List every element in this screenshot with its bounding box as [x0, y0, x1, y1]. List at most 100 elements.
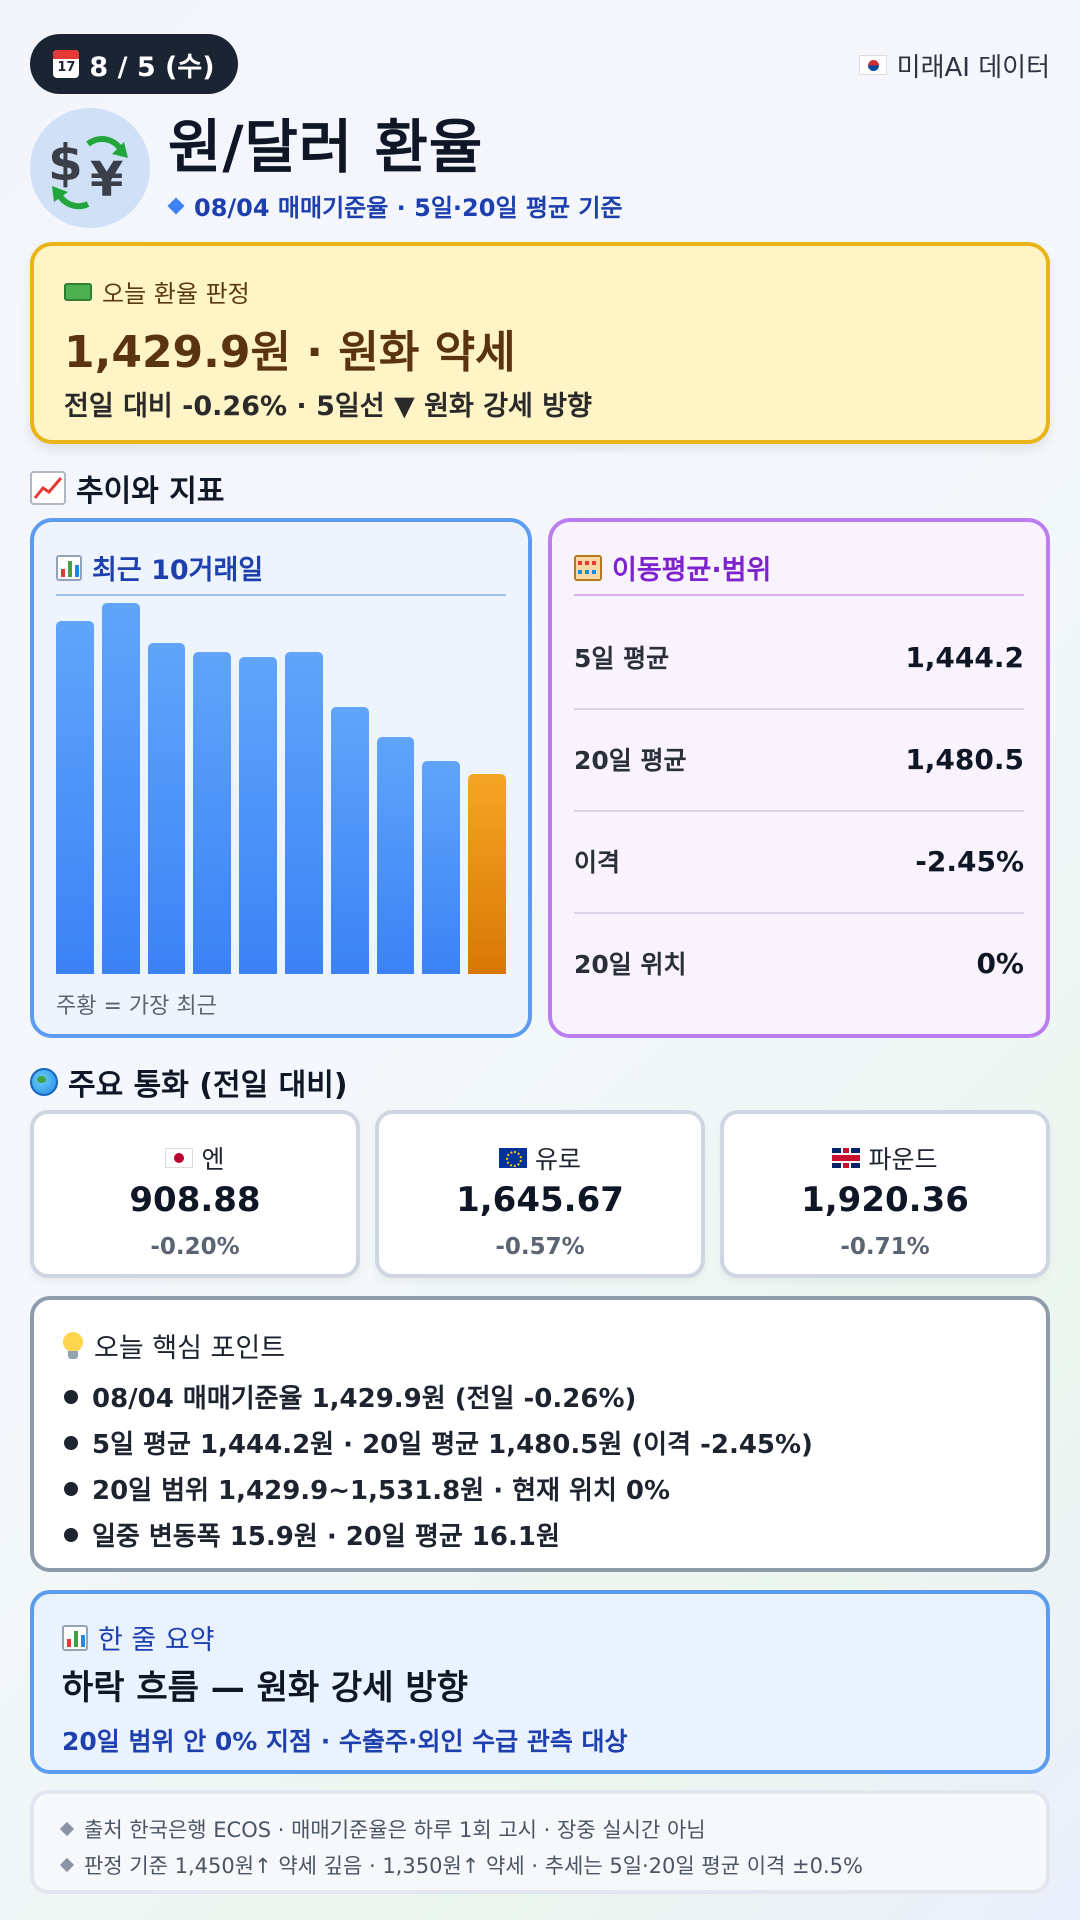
chart-card-divider	[56, 594, 506, 596]
footer-note: 출처 한국은행 ECOS · 매매기준율은 하루 1회 고시 · 장중 실시간 …	[30, 1790, 1050, 1894]
currency-change: -0.20%	[150, 1234, 240, 1260]
trend-section-title: 추이와 지표	[30, 466, 224, 510]
footer-line: 출처 한국은행 ECOS · 매매기준율은 하루 1회 고시 · 장중 실시간 …	[59, 1814, 706, 1844]
date-text: 8 / 5 (수)	[89, 51, 215, 83]
lightbulb-icon	[62, 1331, 84, 1360]
currency-value: 908.88	[129, 1180, 261, 1220]
key-point-text: 5일 평균 1,444.2원 · 20일 평균 1,480.5원 (이격 -2.…	[92, 1430, 813, 1460]
verdict-main: 1,429.9원 · 원화 약세	[64, 327, 516, 378]
moving-average-card: 이동평균·범위 5일 평균 1,444.2 20일 평균 1,480.5 이격 …	[548, 518, 1050, 1038]
currency-card-gbp: 파운드 1,920.36 -0.71%	[720, 1110, 1050, 1278]
ma-row-gap: 이격 -2.45%	[574, 810, 1024, 912]
currency-card-jpy: 엔 908.88 -0.20%	[30, 1110, 360, 1278]
key-point-text: 08/04 매매기준율 1,429.9원 (전일 -0.26%)	[92, 1384, 637, 1414]
currency-section-text: 주요 통화 (전일 대비)	[68, 1068, 348, 1103]
diamond-icon	[59, 1821, 75, 1837]
svg-text:¥: ¥	[90, 152, 123, 208]
ma-card-title: 이동평균·범위	[574, 548, 771, 587]
key-point-item: 일중 변동폭 15.9원 · 20일 평균 16.1원	[64, 1516, 560, 1553]
ma-card-divider	[574, 594, 1024, 596]
chart-bar-5	[239, 656, 277, 974]
currency-name: 파운드	[724, 1140, 1046, 1176]
bullet-icon	[64, 1389, 78, 1404]
bullet-icon	[64, 1527, 78, 1542]
currency-change: -0.71%	[840, 1234, 930, 1260]
verdict-card: 오늘 환율 판정 1,429.9원 · 원화 약세 전일 대비 -0.26% ·…	[30, 242, 1050, 444]
key-points-card: 오늘 핵심 포인트 08/04 매매기준율 1,429.9원 (전일 -0.26…	[30, 1296, 1050, 1572]
currency-name-text: 유로	[534, 1145, 581, 1174]
summary-main: 하락 흐름 — 원화 강세 방향	[62, 1668, 468, 1708]
chart-bar-10	[468, 774, 506, 974]
bar-chart	[56, 602, 506, 1010]
chart-bar-2	[101, 602, 140, 974]
key-points-title: 오늘 핵심 포인트	[62, 1326, 285, 1365]
bar-chart-icon	[56, 554, 82, 581]
chart-bar-4	[193, 652, 232, 974]
ma-row-divider	[574, 912, 1024, 914]
key-point-item: 08/04 매매기준율 1,429.9원 (전일 -0.26%)	[64, 1378, 636, 1415]
ma-row-divider	[574, 708, 1024, 710]
abacus-icon	[574, 554, 602, 581]
page-subtitle: 08/04 매매기준율 · 5일·20일 평균 기준	[166, 188, 623, 223]
verdict-label-text: 오늘 환율 판정	[102, 280, 250, 308]
chart-card-title: 최근 10거래일	[56, 548, 263, 587]
currency-card-eur: 유로 1,645.67 -0.57%	[375, 1110, 705, 1278]
key-point-item: 20일 범위 1,429.9~1,531.8원 · 현재 위치 0%	[64, 1470, 670, 1507]
ma-row-value: -2.45%	[915, 844, 1024, 878]
currency-section-title: 주요 통화 (전일 대비)	[30, 1060, 348, 1104]
ma-row-label: 20일 위치	[574, 950, 687, 979]
source-text: 미래AI 데이터	[896, 52, 1050, 83]
recent-chart-card: 최근 10거래일 주황 = 가장 최근	[30, 518, 532, 1038]
currency-name: 유로	[379, 1140, 701, 1176]
currency-name: 엔	[34, 1140, 356, 1176]
currency-value: 1,920.36	[801, 1180, 969, 1220]
summary-card: 한 줄 요약 하락 흐름 — 원화 강세 방향 20일 범위 안 0% 지점 ·…	[30, 1590, 1050, 1774]
footer-line: 판정 기준 1,450원↑ 약세 깊음 · 1,350원↑ 약세 · 추세는 5…	[59, 1850, 863, 1880]
calendar-icon	[53, 50, 80, 78]
chart-increasing-icon	[30, 471, 66, 505]
currency-name-text: 엔	[201, 1145, 225, 1174]
key-points-title-text: 오늘 핵심 포인트	[94, 1333, 286, 1364]
chart-card-title-text: 최근 10거래일	[92, 555, 264, 586]
key-point-item: 5일 평균 1,444.2원 · 20일 평균 1,480.5원 (이격 -2.…	[64, 1424, 813, 1461]
summary-title-text: 한 줄 요약	[98, 1625, 215, 1656]
ma-row-20day: 20일 평균 1,480.5	[574, 708, 1024, 810]
money-icon	[64, 282, 92, 301]
diamond-icon	[167, 197, 185, 214]
subtitle-text: 08/04 매매기준율 · 5일·20일 평균 기준	[194, 194, 623, 222]
bar-chart-icon	[62, 1624, 88, 1651]
source-tag: 미래AI 데이터	[858, 48, 1050, 83]
svg-text:$: $	[48, 134, 83, 192]
chart-legend-note: 주황 = 가장 최근	[56, 994, 217, 1019]
chart-bar-9	[422, 760, 461, 974]
trend-section-text: 추이와 지표	[76, 474, 225, 509]
globe-icon	[30, 1068, 58, 1096]
chart-bar-1	[56, 620, 94, 974]
currency-exchange-icon: $ ¥	[30, 108, 150, 228]
currency-name-text: 파운드	[868, 1145, 938, 1174]
ma-row-label: 5일 평균	[574, 644, 670, 673]
uk-flag-icon	[832, 1148, 861, 1168]
footer-line-text: 출처 한국은행 ECOS · 매매기준율은 하루 1회 고시 · 장중 실시간 …	[84, 1818, 706, 1842]
chart-bar-6	[285, 652, 323, 974]
ma-row-label: 20일 평균	[574, 746, 687, 775]
page-title: 원/달러 환율	[168, 113, 484, 181]
ma-row-value: 1,444.2	[905, 640, 1024, 674]
chart-bar-7	[330, 707, 369, 974]
verdict-sub: 전일 대비 -0.26% · 5일선 ▼ 원화 강세 방향	[64, 391, 592, 422]
summary-sub: 20일 범위 안 0% 지점 · 수출주·외인 수급 관측 대상	[62, 1727, 628, 1756]
ma-row-5day: 5일 평균 1,444.2	[574, 606, 1024, 708]
ma-row-label: 이격	[574, 848, 621, 877]
diamond-icon	[59, 1857, 75, 1873]
jp-flag-icon	[165, 1148, 194, 1168]
currency-change: -0.57%	[495, 1234, 585, 1260]
bullet-icon	[64, 1435, 78, 1450]
chart-bar-3	[147, 643, 186, 974]
key-point-text: 20일 범위 1,429.9~1,531.8원 · 현재 위치 0%	[92, 1476, 671, 1506]
ma-row-value: 1,480.5	[905, 742, 1024, 776]
bullet-icon	[64, 1481, 78, 1496]
ma-card-title-text: 이동평균·범위	[612, 555, 772, 586]
key-point-text: 일중 변동폭 15.9원 · 20일 평균 16.1원	[92, 1522, 560, 1552]
kr-flag-icon	[858, 55, 887, 75]
ma-row-position: 20일 위치 0%	[574, 912, 1024, 1014]
